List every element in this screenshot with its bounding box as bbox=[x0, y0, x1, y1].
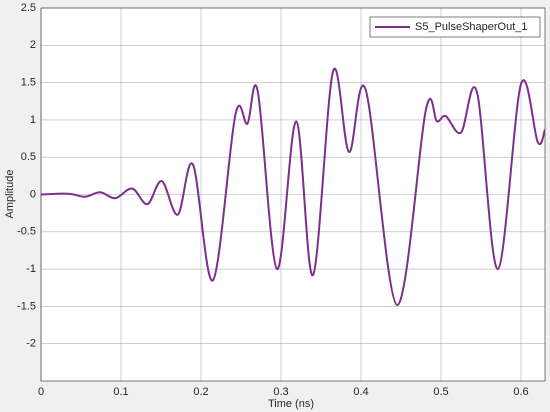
y-tick-label: 0.5 bbox=[21, 151, 36, 163]
x-axis-label: Time (ns) bbox=[268, 398, 314, 410]
x-tick-label: 0.1 bbox=[113, 386, 128, 398]
x-tick-label: 0.4 bbox=[353, 386, 368, 398]
y-axis-label: Amplitude bbox=[4, 170, 16, 219]
x-tick-label: 0 bbox=[38, 386, 44, 398]
x-tick-label: 0.5 bbox=[433, 386, 448, 398]
y-tick-label: -2 bbox=[26, 338, 36, 350]
y-tick-label: 1.5 bbox=[21, 77, 36, 89]
legend-label: S5_PulseShaperOut_1 bbox=[415, 21, 528, 33]
y-tick-label: -0.5 bbox=[17, 226, 36, 238]
x-tick-label: 0.2 bbox=[193, 386, 208, 398]
legend-box bbox=[369, 16, 541, 38]
x-tick-label: 0.6 bbox=[513, 386, 528, 398]
y-tick-label: -1.5 bbox=[17, 300, 36, 312]
x-tick-label: 0.3 bbox=[273, 386, 288, 398]
y-tick-label: 0 bbox=[30, 188, 36, 200]
y-tick-label: -1 bbox=[26, 263, 36, 275]
y-tick-label: 2 bbox=[30, 39, 36, 51]
y-tick-label: 2.5 bbox=[21, 2, 36, 14]
y-tick-label: 1 bbox=[30, 114, 36, 126]
data-line bbox=[41, 67, 545, 306]
